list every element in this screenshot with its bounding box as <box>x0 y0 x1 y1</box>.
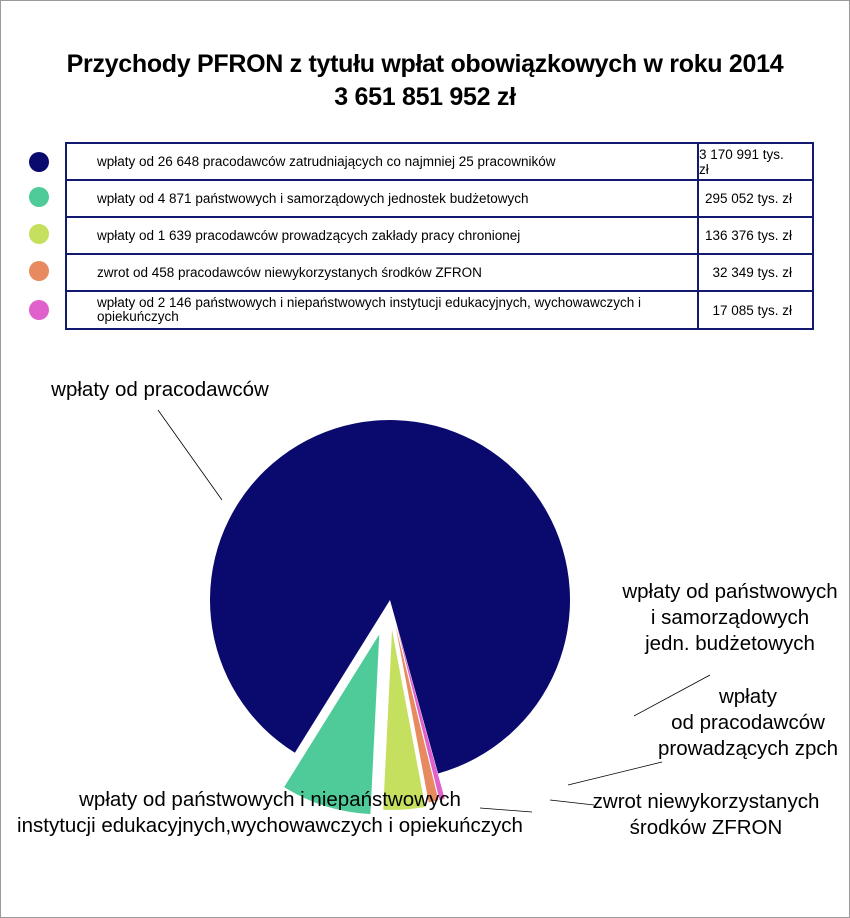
slice-label: środków ZFRON <box>630 816 783 839</box>
slice-label: instytucji edukacyjnych,wychowawczych i … <box>17 814 523 837</box>
legend-row: wpłaty od 1 639 pracodawców prowadzących… <box>22 216 814 253</box>
title-line-2: 3 651 851 952 zł <box>334 83 516 111</box>
slice-label: prowadzących zpch <box>658 737 838 760</box>
pie-slice <box>396 625 445 800</box>
slice-label: jedn. budżetowych <box>644 632 815 655</box>
legend-description: zwrot od 458 pracodawców niewykorzystany… <box>65 253 697 290</box>
legend-row: wpłaty od 4 871 państwowych i samorządow… <box>22 179 814 216</box>
legend-color-dot <box>29 300 49 320</box>
chart-title: Przychody PFRON z tytułu wpłat obowiązko… <box>0 48 850 114</box>
slice-label: wpłaty od pracodawców <box>50 378 269 401</box>
pie-slice <box>383 629 426 810</box>
leader-line <box>157 409 223 501</box>
slice-label: wpłaty od państwowych <box>621 580 837 603</box>
leader-line <box>633 674 711 717</box>
legend-table: wpłaty od 26 648 pracodawców zatrudniają… <box>22 142 814 330</box>
legend-color-dot <box>29 187 49 207</box>
slice-labels: wpłaty od pracodawców wpłaty od państwowy… <box>17 378 838 839</box>
leader-line <box>479 807 533 813</box>
legend-row: wpłaty od 2 146 państwowych i niepaństwo… <box>22 290 814 330</box>
leader-line <box>567 761 663 786</box>
legend-value: 3 170 991 tys. zł <box>697 142 814 179</box>
legend-value: 32 349 tys. zł <box>697 253 814 290</box>
legend-description: wpłaty od 2 146 państwowych i niepaństwo… <box>65 290 697 330</box>
slice-label: od pracodawców <box>671 711 825 734</box>
legend-value: 17 085 tys. zł <box>697 290 814 330</box>
slice-label: wpłaty <box>718 685 778 708</box>
legend-color-dot <box>29 224 49 244</box>
legend-description: wpłaty od 1 639 pracodawców prowadzących… <box>65 216 697 253</box>
legend-description: wpłaty od 4 871 państwowych i samorządow… <box>65 179 697 216</box>
slice-label: i samorządowych <box>651 606 809 629</box>
legend-value: 136 376 tys. zł <box>697 216 814 253</box>
legend-row: wpłaty od 26 648 pracodawców zatrudniają… <box>22 142 814 179</box>
slice-label: zwrot niewykorzystanych <box>593 790 820 813</box>
pie-slice <box>395 625 439 803</box>
leader-lines <box>157 409 711 813</box>
legend-color-dot <box>29 152 49 172</box>
pie-slices <box>210 420 571 815</box>
pie-slice <box>284 634 380 815</box>
pie-slice <box>210 420 571 774</box>
leader-line <box>549 799 595 806</box>
legend-value: 295 052 tys. zł <box>697 179 814 216</box>
legend-color-dot <box>29 261 49 281</box>
legend-row: zwrot od 458 pracodawców niewykorzystany… <box>22 253 814 290</box>
slice-label: wpłaty od państwowych i niepaństwowych <box>78 788 461 811</box>
legend-description: wpłaty od 26 648 pracodawców zatrudniają… <box>65 142 697 179</box>
title-line-1: Przychody PFRON z tytułu wpłat obowiązko… <box>66 50 784 78</box>
